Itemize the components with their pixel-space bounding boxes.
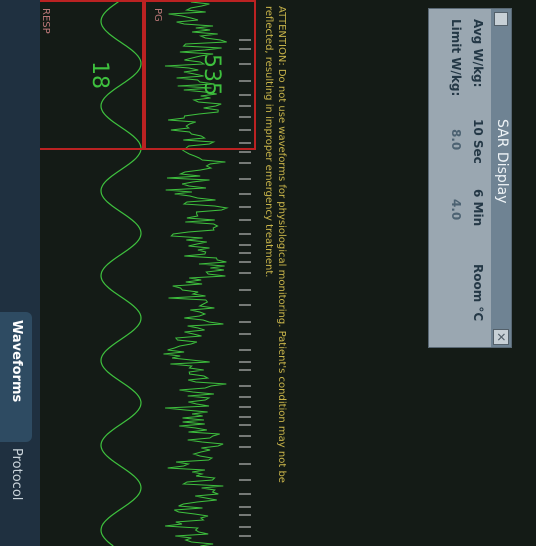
trigger-markers (239, 39, 251, 537)
tab-waveforms[interactable]: Waveforms (0, 312, 32, 442)
tab-protocol-notes[interactable]: Protocol Notes (9, 448, 24, 501)
resp-label: RESP (40, 8, 51, 34)
tab-bar: Protocol Notes Waveforms (0, 0, 40, 546)
sar-title: SAR Display (494, 119, 510, 204)
waveform-panel: ATTENTION: Do not use waveforms for phys… (32, 0, 536, 546)
sar-display-dialog[interactable]: SAR Display ✕ Avg W/kg: 10 Sec 6 Min Roo… (428, 8, 512, 348)
pg-label: PG (152, 8, 163, 22)
pg-value: 535 (199, 54, 224, 96)
close-icon[interactable]: ✕ (493, 329, 509, 345)
pg-vital-box: 535 PG (144, 0, 256, 150)
limit-10sec-value: 8.0 (449, 129, 463, 151)
ten-sec-header: 10 Sec (471, 119, 485, 164)
sar-title-bar[interactable]: SAR Display ✕ (491, 9, 511, 347)
room-temp-header: Room °C (471, 264, 485, 322)
minimize-icon[interactable] (494, 12, 508, 26)
resp-value: 18 (87, 61, 112, 89)
avg-label: Avg W/kg: (471, 19, 485, 88)
attention-message: ATTENTION: Do not use waveforms for phys… (263, 6, 287, 483)
limit-label: Limit W/kg: (449, 19, 463, 97)
sar-header-row: Avg W/kg: 10 Sec 6 Min Room °C (465, 19, 485, 339)
sar-limit-row: Limit W/kg: 8.0 4.0 (443, 19, 463, 339)
six-min-header: 6 Min (471, 189, 485, 227)
pg-waveform (163, 0, 229, 546)
limit-6min-value: 4.0 (449, 199, 463, 221)
resp-waveform (100, 0, 142, 546)
resp-vital-box: 18 RESP (32, 0, 144, 150)
